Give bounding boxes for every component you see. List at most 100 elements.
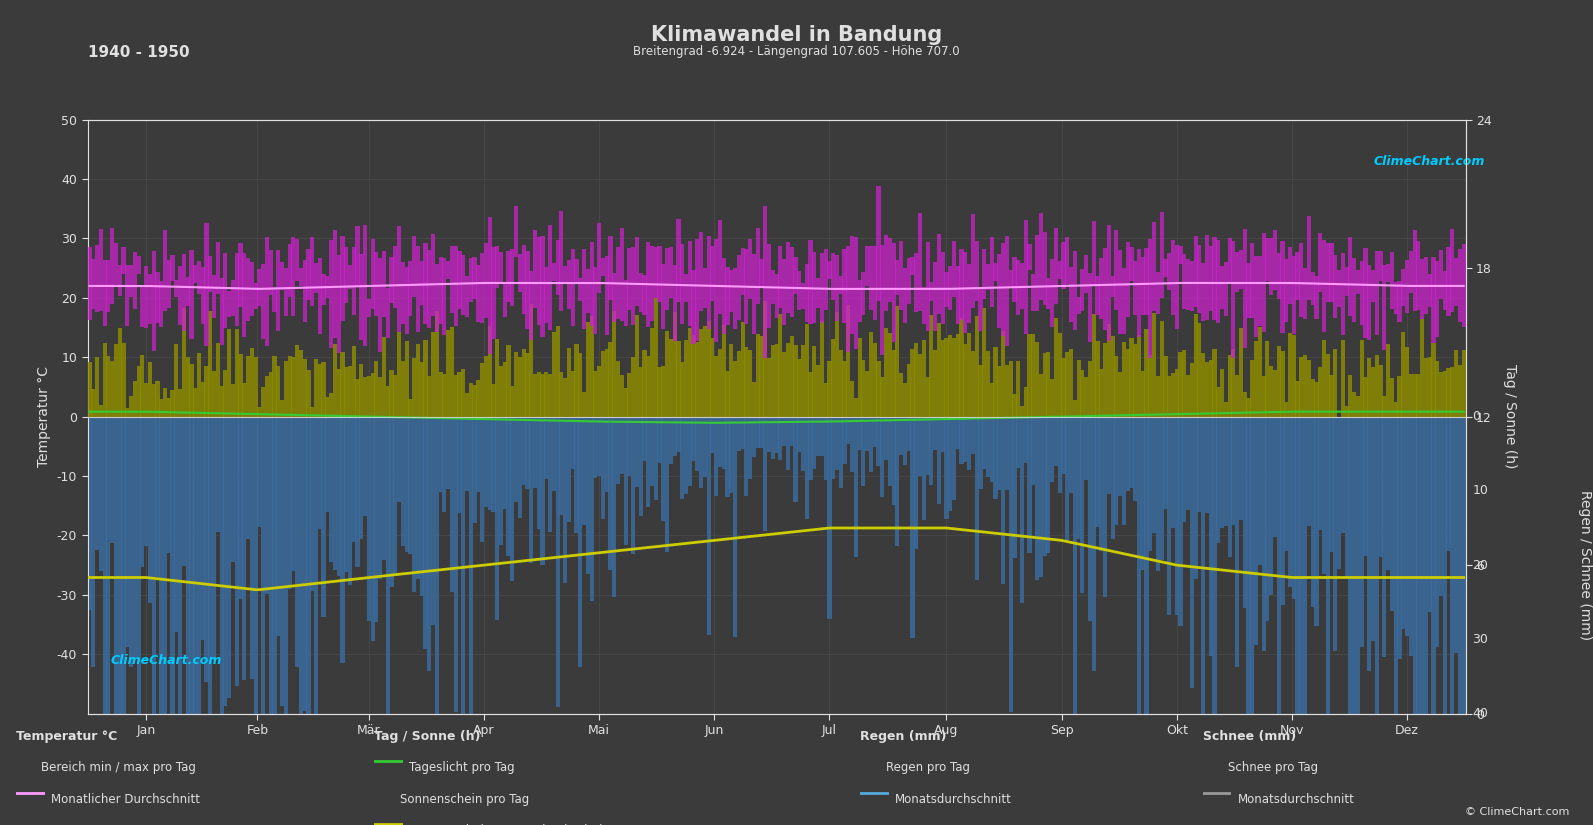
Bar	[1356, 396, 1360, 417]
Bar	[258, 269, 261, 306]
Bar	[1330, 375, 1333, 417]
Bar	[1408, 375, 1413, 417]
Bar	[1405, 417, 1410, 636]
Bar	[1273, 229, 1278, 290]
Bar	[355, 417, 360, 567]
Bar	[515, 417, 518, 502]
Bar	[234, 252, 239, 326]
Bar	[895, 306, 900, 417]
Bar	[688, 241, 691, 326]
Bar	[1102, 417, 1107, 596]
Bar	[895, 260, 900, 295]
Bar	[198, 417, 201, 715]
Bar	[1114, 417, 1118, 526]
Bar	[306, 370, 311, 417]
Bar	[790, 247, 793, 318]
Bar	[683, 417, 688, 493]
Bar	[182, 254, 186, 331]
Bar	[1209, 246, 1212, 311]
Bar	[597, 223, 601, 293]
Bar	[518, 254, 523, 292]
Bar	[151, 417, 156, 748]
Bar	[231, 280, 236, 317]
Bar	[284, 267, 288, 316]
Bar	[548, 417, 553, 532]
Bar	[774, 417, 779, 454]
Bar	[1262, 233, 1266, 332]
Bar	[1020, 407, 1024, 417]
Bar	[190, 364, 193, 417]
Bar	[691, 335, 696, 417]
Bar	[771, 270, 774, 304]
Bar	[295, 345, 299, 417]
Text: 0: 0	[1472, 410, 1480, 423]
Bar	[669, 247, 672, 298]
Bar	[1341, 340, 1344, 417]
Bar	[1149, 356, 1152, 417]
Bar	[854, 398, 859, 417]
Bar	[545, 417, 548, 478]
Bar	[766, 417, 771, 452]
Bar	[714, 417, 718, 496]
Bar	[245, 258, 250, 321]
Bar	[1080, 269, 1085, 311]
Bar	[804, 264, 809, 323]
Bar	[1265, 341, 1270, 417]
Bar	[1258, 257, 1262, 326]
Bar	[1281, 351, 1284, 417]
Bar	[801, 417, 804, 470]
Bar	[96, 245, 99, 313]
Bar	[616, 361, 620, 417]
Text: Sonnenschein pro Tag: Sonnenschein pro Tag	[400, 793, 529, 806]
Bar	[760, 417, 763, 448]
Bar	[1069, 417, 1074, 493]
Bar	[91, 417, 96, 667]
Bar	[623, 388, 628, 417]
Bar	[366, 376, 371, 417]
Bar	[1292, 335, 1295, 417]
Bar	[460, 417, 465, 738]
Bar	[198, 352, 201, 417]
Bar	[628, 373, 631, 417]
Bar	[782, 352, 787, 417]
Bar	[586, 417, 589, 574]
Bar	[284, 361, 288, 417]
Bar	[317, 417, 322, 530]
Bar	[1168, 417, 1171, 615]
Bar	[688, 328, 691, 417]
Bar	[491, 417, 495, 512]
Bar	[432, 417, 435, 625]
Bar	[730, 270, 733, 313]
Bar	[699, 233, 703, 312]
Bar	[1458, 249, 1462, 323]
Bar	[1295, 252, 1300, 300]
Bar	[1096, 417, 1099, 526]
Bar	[174, 417, 178, 632]
Bar	[1121, 342, 1126, 417]
Bar	[562, 266, 567, 284]
Bar	[986, 417, 991, 477]
Bar	[1262, 417, 1266, 652]
Bar	[1270, 366, 1273, 417]
Bar	[1372, 417, 1375, 641]
Bar	[473, 385, 476, 417]
Bar	[1141, 257, 1145, 315]
Bar	[562, 378, 567, 417]
Bar	[1171, 373, 1176, 417]
Bar	[669, 417, 672, 464]
Bar	[215, 242, 220, 295]
Bar	[593, 266, 597, 334]
Bar	[1220, 417, 1223, 528]
Text: Regen / Schnee (mm): Regen / Schnee (mm)	[1579, 490, 1591, 640]
Bar	[389, 417, 393, 587]
Bar	[1223, 402, 1228, 417]
Bar	[851, 237, 854, 333]
Bar	[601, 351, 605, 417]
Bar	[722, 325, 726, 417]
Bar	[1212, 349, 1217, 417]
Bar	[258, 417, 261, 527]
Bar	[1137, 335, 1141, 417]
Bar	[140, 355, 145, 417]
Bar	[1187, 375, 1190, 417]
Bar	[570, 248, 575, 326]
